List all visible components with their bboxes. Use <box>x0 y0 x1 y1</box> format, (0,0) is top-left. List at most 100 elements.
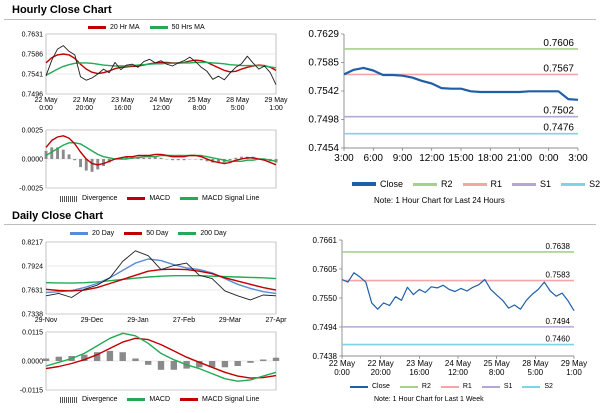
legend-label: R2 <box>421 383 431 390</box>
legend-label: S1 <box>540 179 552 189</box>
series-line-20-hr-ma <box>45 53 277 75</box>
level-label-s1: 0.7494 <box>546 317 571 326</box>
y-tick-label: 0.7438 <box>313 352 338 361</box>
x-tick-label: 22 May <box>35 97 58 104</box>
y-tick-label: 0.7631 <box>22 288 44 295</box>
x-tick-label: 25 May <box>188 97 211 104</box>
x-tick-label: 28 May <box>226 97 249 104</box>
x-tick-label: 12:00 <box>419 153 444 164</box>
legend-swatch <box>512 182 537 186</box>
legend-swatch <box>522 385 541 388</box>
legend-label: R1 <box>490 179 503 189</box>
legend-swatch <box>124 232 143 235</box>
x-tick-label: 22 May <box>329 359 355 368</box>
legend-item-divergence: Divergence <box>60 195 117 202</box>
divergence-bar <box>93 352 101 361</box>
legend-item-20hr-ma: 20 Hr MA <box>88 24 140 31</box>
legend-item-s1: S1 <box>512 179 551 189</box>
legend-item-s2: S2 <box>522 383 553 390</box>
hourly-ma-legend: 20 Hr MA 50 Hrs MA <box>88 24 215 31</box>
x-tick-label: 28 May <box>522 359 548 368</box>
legend-item-r1: R1 <box>440 383 472 390</box>
x-tick-label: 1:00 <box>269 105 283 112</box>
legend-item-r2: R2 <box>399 383 431 390</box>
legend-item-s2: S2 <box>561 179 600 189</box>
divergence-bar <box>234 361 241 366</box>
x-tick-label: 20:00 <box>76 105 94 112</box>
hour24-levels-legend: Close R2 R1 S1 S2 <box>352 179 600 189</box>
legend-label: Close <box>372 383 390 390</box>
y-tick-label: 0.7629 <box>308 29 339 40</box>
legend-label: S1 <box>503 383 513 390</box>
level-label-r2: 0.7606 <box>543 38 574 49</box>
x-tick-label: 1:00 <box>566 368 582 377</box>
divergence-bar <box>228 159 232 161</box>
x-tick-label: 0:00 <box>539 153 559 164</box>
divergence-bar <box>247 361 254 363</box>
divergence-bar <box>199 159 203 161</box>
series-line-macd-signal-line <box>45 142 277 162</box>
x-tick-label: 12:00 <box>448 368 469 377</box>
legend-label: Divergence <box>82 195 118 202</box>
legend-item-close: Close <box>350 383 390 390</box>
legend-item-close: Close <box>352 179 403 189</box>
series-line-20-day <box>45 258 277 295</box>
plot-frame <box>45 241 277 315</box>
series-line-macd <box>45 332 277 382</box>
x-tick-label: 29-Dec <box>81 317 104 324</box>
divergence-bar <box>67 154 71 159</box>
series-line-close <box>341 272 575 312</box>
legend-item-200-day: 200 Day <box>178 230 226 237</box>
divergence-bar <box>157 361 165 370</box>
divergence-bar <box>102 159 105 166</box>
y-tick-label: 0.7605 <box>313 265 338 274</box>
y-tick-label: 0.7541 <box>22 72 44 79</box>
level-label-s2: 0.7460 <box>546 335 571 344</box>
legend-swatch <box>60 195 78 202</box>
hourly-macd-legend: Divergence MACD MACD Signal Line <box>60 195 269 202</box>
x-tick-label: 22 May <box>368 359 394 368</box>
legend-swatch <box>127 398 146 401</box>
legend-label: MACD <box>149 195 171 202</box>
x-tick-label: 23 May <box>406 359 432 368</box>
legend-swatch <box>70 232 88 235</box>
x-tick-label: 16:00 <box>409 368 430 377</box>
series-line-macd <box>45 135 277 166</box>
divergence-bar <box>221 361 229 368</box>
divergence-bar <box>56 147 59 159</box>
legend-label: Close <box>380 179 404 189</box>
legend-swatch <box>481 385 500 388</box>
divergence-bar <box>84 159 88 171</box>
legend-label: R2 <box>441 179 453 189</box>
legend-item-r1: R1 <box>462 179 503 189</box>
x-tick-label: 29 May <box>561 359 587 368</box>
x-tick-label: 3:00 <box>568 153 588 164</box>
y-tick-label: 0.7924 <box>22 264 44 271</box>
legend-swatch <box>178 232 197 235</box>
y-tick-label: 0.7631 <box>22 32 44 39</box>
x-tick-label: 20:00 <box>371 368 392 377</box>
daily-section-title: Daily Close Chart <box>12 210 104 222</box>
y-tick-label: 0.0000 <box>22 157 44 164</box>
x-tick-label: 9:00 <box>393 153 413 164</box>
divergence-bar <box>171 159 174 161</box>
x-tick-label: 29-Jan <box>127 317 149 324</box>
x-tick-label: 29-Mar <box>219 317 242 324</box>
legend-swatch <box>350 385 368 388</box>
legend-swatch <box>127 197 146 200</box>
divergence-bar <box>272 357 280 361</box>
divergence-bar <box>208 361 216 368</box>
x-tick-label: 27-Feb <box>173 317 195 324</box>
level-label-s2: 0.7476 <box>543 123 574 134</box>
divergence-bar <box>61 149 65 159</box>
legend-swatch <box>180 197 199 200</box>
legend-swatch <box>413 182 438 186</box>
divergence-bar <box>42 358 50 361</box>
level-label-r1: 0.7583 <box>546 271 571 280</box>
divergence-bar <box>119 352 126 361</box>
section-divider <box>4 19 596 20</box>
legend-label: MACD Signal Line <box>202 396 260 403</box>
hourly-section-title: Hourly Close Chart <box>12 4 112 16</box>
legend-item-macd: MACD <box>127 195 170 202</box>
